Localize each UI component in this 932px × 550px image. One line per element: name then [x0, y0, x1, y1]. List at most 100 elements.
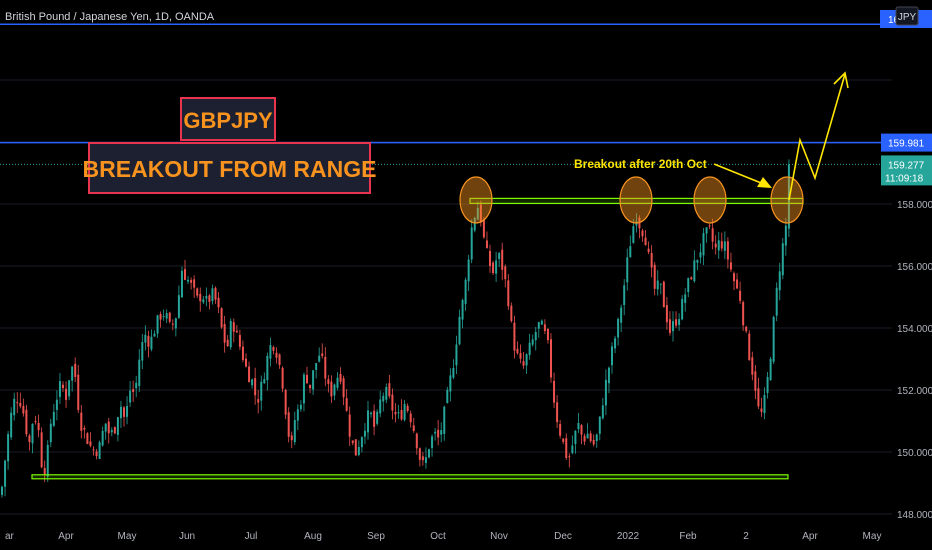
time-axis[interactable]: ar Apr May Jun Jul Aug Sep Oct Nov Dec 2022 Feb 2 Apr…: [5, 531, 881, 542]
candle-up: [98, 442, 101, 459]
candle-up: [1, 486, 3, 495]
candle-up: [623, 285, 626, 306]
candle-down: [580, 425, 583, 435]
x-tick-label: Feb: [679, 531, 697, 542]
candle-down: [751, 357, 754, 375]
candle-down: [40, 432, 43, 468]
candle-down: [281, 367, 284, 389]
candle-up: [723, 241, 726, 251]
candle-up: [693, 260, 696, 282]
breakout-note: Breakout after 20th Oct: [574, 157, 707, 171]
candle-down: [736, 279, 739, 289]
candle-up: [455, 344, 458, 366]
candle-up: [586, 433, 589, 439]
breakout-note-arrow[interactable]: [713, 163, 772, 188]
svg-text:159.981: 159.981: [888, 139, 925, 150]
candle-up: [357, 446, 360, 455]
candle-down: [190, 279, 193, 283]
candle-up: [144, 334, 147, 343]
touch-circle-4[interactable]: [770, 176, 804, 224]
candle-down: [522, 361, 525, 366]
candle-down: [400, 410, 403, 420]
candle-down: [394, 412, 397, 415]
touch-circle-3[interactable]: [693, 176, 727, 224]
candle-up: [626, 257, 629, 283]
candle-up: [595, 434, 598, 441]
touch-circle-2[interactable]: [619, 176, 653, 224]
candle-up: [119, 406, 122, 419]
title-box[interactable]: GBPJPY: [180, 97, 276, 141]
candle-down: [492, 262, 495, 273]
candle-up: [13, 398, 16, 416]
candle-down: [284, 389, 287, 415]
candle-up: [424, 457, 427, 463]
candle-up: [360, 437, 363, 448]
candle-down: [193, 279, 196, 288]
candle-down: [208, 295, 211, 302]
svg-text:16: 16: [888, 15, 900, 26]
candle-up: [598, 416, 601, 434]
y-tick-label: 156.000: [897, 262, 932, 273]
candle-down: [290, 435, 293, 441]
candle-up: [135, 382, 138, 389]
candle-up: [110, 430, 113, 433]
candle-down: [543, 324, 546, 331]
candle-up: [379, 399, 382, 414]
candle-down: [592, 439, 595, 445]
candle-down: [668, 319, 671, 333]
candle-up: [180, 270, 183, 298]
candle-down: [644, 237, 647, 246]
candle-up: [382, 395, 385, 402]
candle-up: [458, 316, 461, 345]
x-tick-label: Apr: [802, 531, 818, 542]
x-tick-label: Sep: [367, 531, 385, 542]
y-tick-label: 158.000: [897, 200, 932, 211]
candle-up: [528, 342, 531, 356]
candle-down: [238, 335, 241, 347]
candle-up: [101, 430, 104, 446]
candle-up: [138, 359, 141, 387]
candle-up: [129, 390, 132, 403]
candle-down: [437, 429, 440, 438]
candle-up: [534, 332, 537, 341]
candle-down: [742, 302, 745, 326]
price-axis[interactable]: 148.000 150.000 152.000 154.000 156.000 158.0…: [892, 0, 932, 550]
candle-down: [516, 348, 519, 354]
x-tick-label: May: [118, 531, 137, 542]
candle-up: [165, 313, 168, 319]
candle-up: [607, 367, 610, 384]
range-bottom-zone[interactable]: [31, 474, 789, 480]
candle-up: [4, 460, 7, 487]
candle-down: [184, 269, 186, 280]
candle-down: [754, 371, 757, 391]
candle-down: [226, 339, 229, 347]
candle-up: [446, 389, 449, 403]
touch-circle-1[interactable]: [459, 176, 493, 224]
currency-badge[interactable]: JPY: [895, 6, 919, 26]
candle-down: [306, 375, 308, 384]
candle-up: [614, 338, 617, 349]
x-tick-label: 2: [743, 531, 749, 542]
candle-down: [720, 241, 723, 249]
candle-down: [65, 388, 68, 400]
candle-up: [461, 300, 464, 320]
candle-up: [525, 354, 528, 366]
candle-down: [388, 383, 391, 397]
candle-up: [174, 318, 177, 329]
candle-up: [211, 288, 214, 302]
candle-down: [34, 421, 37, 423]
candle-up: [604, 379, 607, 406]
title-box-label: GBPJPY: [183, 108, 273, 133]
candle-up: [467, 259, 470, 282]
candle-down: [309, 384, 312, 389]
candle-down: [83, 427, 86, 430]
touch-markers: [459, 176, 804, 224]
projection-arrow[interactable]: [788, 71, 849, 201]
candle-up: [702, 233, 705, 256]
candle-down: [519, 353, 522, 359]
candle-down: [92, 449, 95, 451]
candle-down: [330, 381, 333, 397]
subtitle-box[interactable]: BREAKOUT FROM RANGE: [83, 142, 377, 194]
